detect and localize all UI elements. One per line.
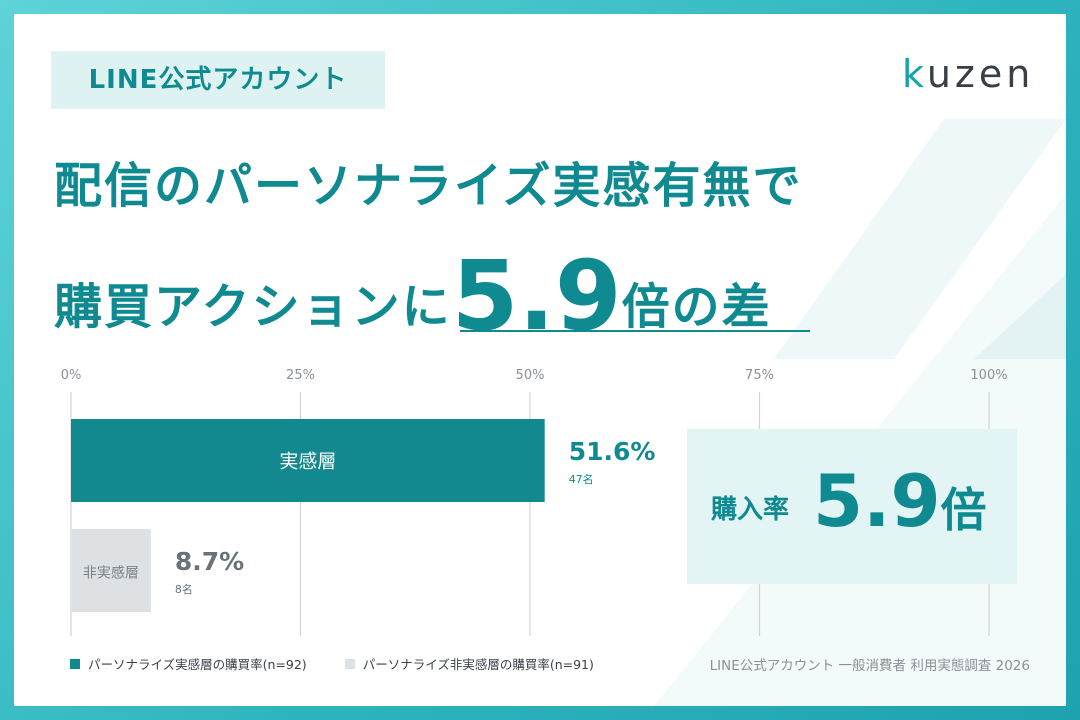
rate-value: 5.9倍	[813, 459, 987, 543]
chart-legend: パーソナライズ実感層の購買率(n=92) パーソナライズ非実感層の購買率(n=9…	[70, 654, 594, 673]
rate-label: 購入率	[711, 495, 790, 525]
infographic-card: LINE公式アカウント kuzen 配信のパーソナライズ実感有無で 購買アクショ…	[14, 14, 1066, 706]
bar-value-label: 8.7%	[175, 547, 244, 576]
tick-label: 75%	[745, 368, 774, 383]
bar-count-label: 47名	[569, 472, 594, 486]
tick-label: 50%	[516, 368, 545, 383]
headline-underline	[460, 330, 810, 332]
category-tag: LINE公式アカウント	[51, 51, 385, 109]
bar-category-label: 非実感層	[83, 565, 139, 582]
bar-value-label: 51.6%	[569, 437, 656, 466]
tick-label: 25%	[286, 368, 315, 383]
bar-category-label: 実感層	[279, 451, 336, 473]
tick-label: 0%	[61, 368, 82, 383]
tick-label: 100%	[970, 368, 1007, 383]
headline-line2: 購買アクションに5.9倍の差	[54, 240, 772, 352]
source-note: LINE公式アカウント 一般消費者 利用実態調査 2026	[709, 658, 1030, 674]
bar	[71, 529, 151, 612]
legend-swatch	[344, 658, 355, 669]
legend-swatch	[70, 658, 80, 669]
kuzen-logo: kuzen	[902, 52, 1035, 96]
bar	[71, 419, 545, 502]
legend-item-not-felt: パーソナライズ非実感層の購買率(n=91)	[344, 654, 594, 673]
headline-line1: 配信のパーソナライズ実感有無で	[54, 158, 803, 214]
bar-count-label: 8名	[175, 582, 193, 596]
purchase-rate-box: 購入率 5.9倍	[687, 429, 1017, 584]
legend-item-felt: パーソナライズ実感層の購買率(n=92)	[70, 654, 307, 673]
